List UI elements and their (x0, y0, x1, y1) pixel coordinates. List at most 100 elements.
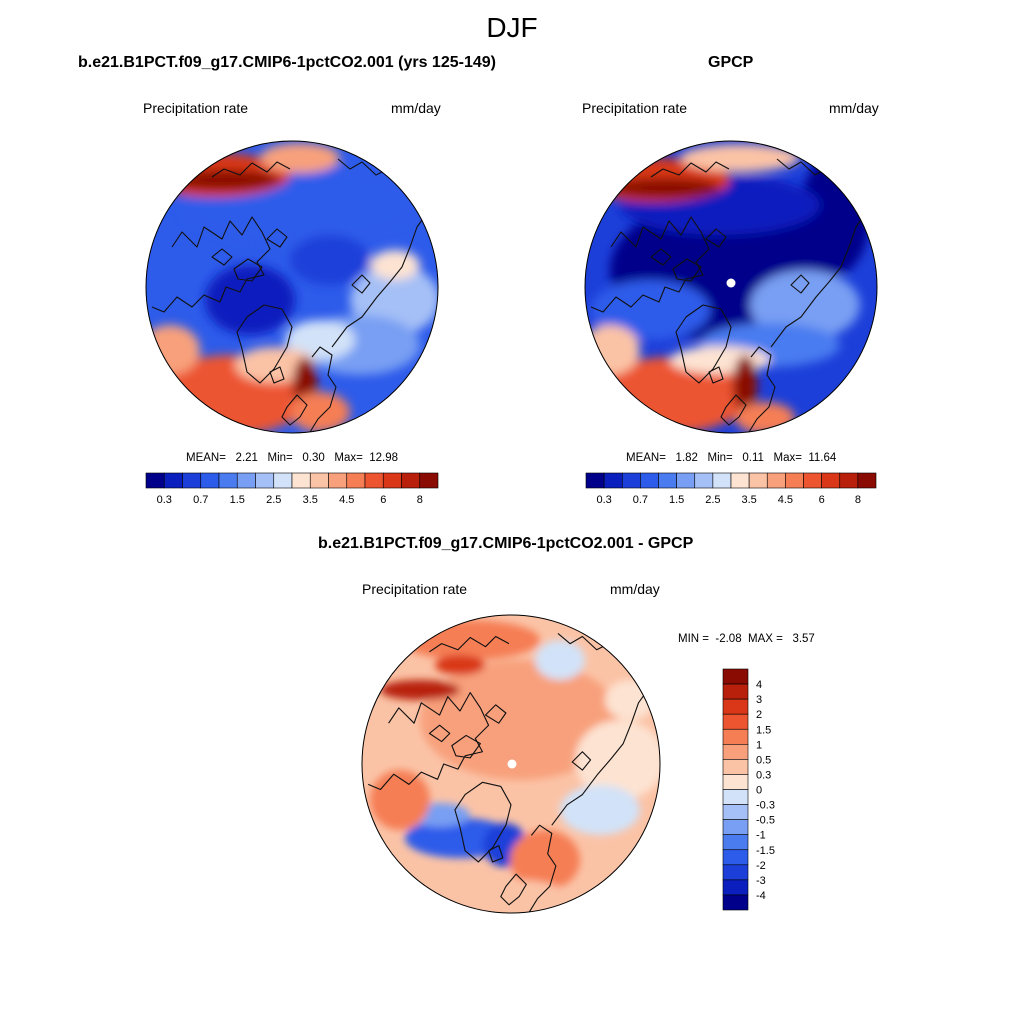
panel1-min-label: Min= (267, 452, 293, 464)
panel3-min-value: -2.08 (715, 633, 742, 645)
panel3-colorbar-cell (722, 804, 749, 820)
panel2-colorbar-cell (821, 472, 841, 489)
panel2-colorbar-cell (658, 472, 677, 489)
panel1-colorbar-cell (255, 472, 275, 489)
panel3-colorbar-cell (722, 744, 749, 760)
panel3-colorbar-tick-label: 1.5 (756, 724, 771, 736)
panel2-max-value: 11.64 (808, 452, 837, 464)
panel3-colorbar-cell (722, 683, 749, 700)
panel1-colorbar-cell (328, 472, 348, 489)
panel3-colorbar: 4 3 2 1.5 1 0.5 0.3 0 -0.3 -0.5 -1 -1.5 -2 -3 -4 (722, 668, 775, 911)
panel1-colorbar-cell (309, 472, 329, 489)
panel1-colorbar-cell (382, 472, 402, 489)
panel3-colorbar-tick-label: -3 (756, 875, 766, 887)
panel1-colorbar-tick-label: 0.7 (193, 494, 208, 506)
panel2-colorbar-tick-label: 8 (855, 494, 861, 506)
panel1-colorbar-tick-label: 6 (380, 494, 386, 506)
panel2-max-label: Max= (773, 452, 802, 464)
panel3-colorbar-cell (722, 774, 749, 790)
panel3-colorbar-tick-label: -4 (756, 890, 766, 902)
panel2-colorbar-cell (766, 472, 786, 489)
figure-title: DJF (486, 12, 538, 43)
panel1-map-border (145, 140, 439, 434)
panel3-colorbar-cell (722, 789, 749, 805)
panel1-colorbar-cell (419, 472, 439, 489)
panel1-colorbar-tick-label: 0.3 (157, 494, 172, 506)
panel1-colorbar-tick-label: 8 (417, 494, 423, 506)
panel2-colorbar-cell (694, 472, 714, 489)
panel1-title: b.e21.B1PCT.f09_g17.CMIP6-1pctCO2.001 (y… (78, 54, 496, 71)
panel3-max-label: MAX = (748, 633, 783, 645)
panel3-colorbar-cell (722, 668, 749, 685)
panel3-colorbar-tick-label: -0.5 (756, 815, 775, 827)
panel3-colorbar-tick-label: 0.5 (756, 754, 771, 766)
panel3-colorbar-tick-label: 3 (756, 694, 762, 706)
panel2-colorbar-cell (603, 472, 623, 489)
panel2-colorbar-tick-label: 0.7 (633, 494, 648, 506)
panel2-map-border (584, 140, 878, 434)
panel3-colorbar-cell (722, 849, 749, 866)
panel1-colorbar-cell (236, 472, 256, 489)
panel3-colorbar-cell (722, 879, 749, 896)
panel3-units: mm/day (610, 581, 660, 597)
panel1-colorbar-cell (291, 472, 311, 489)
panel3-max-value: 3.57 (792, 633, 815, 645)
panel3-title: b.e21.B1PCT.f09_g17.CMIP6-1pctCO2.001 - … (318, 535, 694, 552)
panel3-colorbar-tick-label: -1 (756, 830, 766, 842)
panel3-colorbar-tick-label: -2 (756, 860, 766, 872)
panel3-colorbar-cell (722, 819, 749, 835)
panel1-max-value: 12.98 (369, 452, 398, 464)
panel1-colorbar-cell (364, 472, 384, 489)
panel2-colorbar-cell (640, 472, 659, 489)
panel2-colorbar-cell (839, 472, 859, 489)
panel2-colorbar-cell (730, 472, 750, 489)
panel1-min-value: 0.30 (302, 452, 325, 464)
panel3-colorbar-tick-label: 1 (756, 739, 762, 751)
panel3-stats: MIN = -2.08 MAX = 3.57 (678, 633, 815, 645)
panel3-colorbar-cell (722, 894, 749, 911)
panel2-colorbar-cell (857, 472, 877, 489)
panel1-colorbar-tick-label: 1.5 (230, 494, 245, 506)
panel3-map (362, 615, 660, 913)
panel2-colorbar-cell (585, 472, 605, 489)
panel3-colorbar-tick-label: 0.3 (756, 769, 771, 781)
panel3-colorbar-cell (722, 759, 749, 775)
panel2-colorbar-cell (676, 472, 696, 489)
panel3-variable: Precipitation rate (362, 581, 468, 597)
panel1-map (146, 141, 438, 433)
panel3-colorbar-tick-label: 4 (756, 679, 762, 691)
panel1-colorbar-cell (163, 472, 183, 489)
panel3-colorbar-cell (722, 864, 749, 881)
panel2-colorbar-cell (712, 472, 732, 489)
panel2-colorbar-cell (748, 472, 768, 489)
panel1-colorbar-tick-label: 4.5 (339, 494, 354, 506)
panel2-colorbar-tick-label: 4.5 (778, 494, 793, 506)
panel1-variable: Precipitation rate (143, 100, 249, 116)
panel3-map-border (361, 614, 661, 914)
panel1-units: mm/day (391, 100, 441, 116)
panel2-mean-label: MEAN= (626, 452, 666, 464)
panel1-colorbar-cell (145, 472, 165, 489)
panel3-colorbar-cell (722, 834, 749, 851)
panel3-colorbar-tick-label: -1.5 (756, 845, 775, 857)
panel3-colorbar-tick-label: 0 (756, 785, 762, 797)
panel2-colorbar: 0.3 0.7 1.5 2.5 3.5 4.5 6 8 (585, 472, 877, 506)
panel1-stats: MEAN= 2.21 Min= 0.30 Max= 12.98 (186, 452, 398, 464)
panel2-map (585, 141, 877, 433)
panel1-max-label: Max= (334, 452, 363, 464)
panel2-colorbar-tick-label: 1.5 (669, 494, 684, 506)
panel2-min-value: 0.11 (742, 452, 764, 464)
panel2-units: mm/day (829, 100, 879, 116)
panel3-colorbar-tick-label: 2 (756, 709, 762, 721)
panel2-title: GPCP (708, 54, 754, 71)
panel3-colorbar-cell (722, 728, 749, 745)
panel1-colorbar-tick-label: 3.5 (303, 494, 318, 506)
panel1-colorbar-cell (273, 472, 293, 489)
panel2-colorbar-cell (785, 472, 804, 489)
panel1-colorbar-tick-label: 2.5 (266, 494, 281, 506)
panel1-colorbar-cell (401, 472, 421, 489)
panel1-colorbar-cell (346, 472, 366, 489)
panel2-min-label: Min= (707, 452, 733, 464)
panel1-mean-value: 2.21 (235, 452, 258, 464)
